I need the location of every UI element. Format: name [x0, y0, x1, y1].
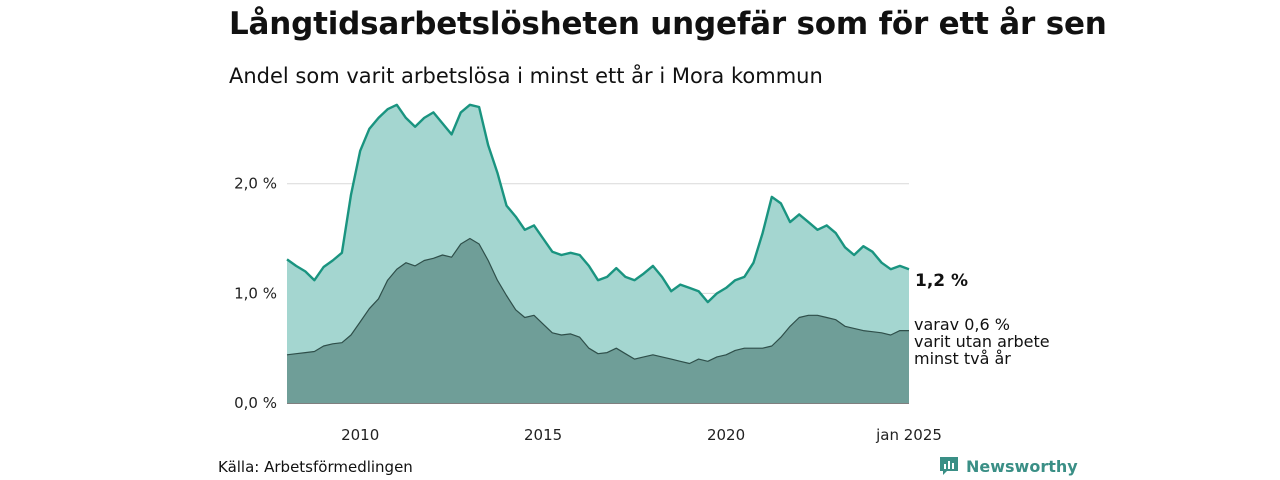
chart-areas — [286, 103, 910, 404]
newsworthy-icon — [940, 457, 958, 475]
lower-end-label-line-1: varav 0,6 % — [914, 315, 1010, 334]
lower-series-area — [287, 238, 909, 403]
y-axis: 0,0 % 1,0 % 2,0 % — [234, 175, 277, 412]
y-tick-label-2: 2,0 % — [234, 175, 277, 193]
x-tick-label-2: 2020 — [707, 426, 745, 444]
lower-end-label-line-2: varit utan arbete — [914, 332, 1050, 351]
x-axis: 2010 2015 2020 jan 2025 — [341, 426, 942, 444]
chart-subtitle: Andel som varit arbetslösa i minst ett å… — [229, 64, 823, 88]
x-tick-label-3: jan 2025 — [875, 426, 942, 444]
y-tick-label-0: 0,0 % — [234, 394, 277, 412]
end-labels: 1,2 % varav 0,6 % varit utan arbete mins… — [914, 271, 1050, 368]
chart-title: Långtidsarbetslösheten ungefär som för e… — [229, 6, 1107, 42]
source-note: Källa: Arbetsförmedlingen — [218, 458, 413, 476]
upper-end-label: 1,2 % — [915, 271, 968, 291]
x-tick-label-1: 2015 — [524, 426, 562, 444]
lower-series-line — [286, 237, 909, 365]
y-tick-label-1: 1,0 % — [234, 284, 277, 302]
brand-logo: Newsworthy — [938, 455, 1078, 477]
upper-series-line — [286, 103, 910, 304]
brand-name: Newsworthy — [966, 456, 1078, 476]
x-tick-label-0: 2010 — [341, 426, 379, 444]
lower-end-label-line-3: minst två år — [914, 349, 1011, 368]
